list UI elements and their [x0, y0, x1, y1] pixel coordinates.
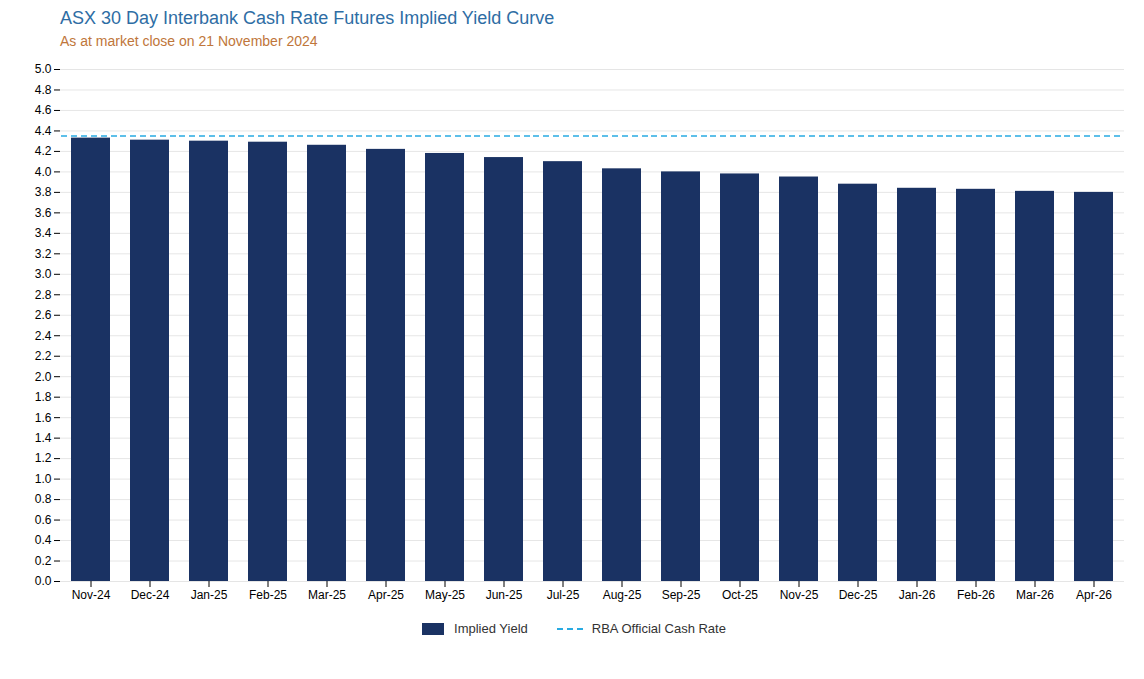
- svg-text:2.2: 2.2: [35, 349, 52, 363]
- svg-text:Feb-25: Feb-25: [249, 588, 287, 602]
- svg-text:Jun-25: Jun-25: [486, 588, 523, 602]
- svg-text:Dec-25: Dec-25: [839, 588, 878, 602]
- svg-text:Feb-26: Feb-26: [957, 588, 995, 602]
- svg-text:Mar-25: Mar-25: [308, 588, 346, 602]
- svg-text:4.8: 4.8: [35, 83, 52, 97]
- svg-text:2.8: 2.8: [35, 288, 52, 302]
- svg-text:Apr-25: Apr-25: [368, 588, 404, 602]
- svg-text:Sep-25: Sep-25: [662, 588, 701, 602]
- svg-text:Nov-24: Nov-24: [72, 588, 111, 602]
- svg-text:0.0: 0.0: [35, 574, 52, 588]
- svg-text:Mar-26: Mar-26: [1016, 588, 1054, 602]
- svg-text:Aug-25: Aug-25: [603, 588, 642, 602]
- svg-text:3.2: 3.2: [35, 247, 52, 261]
- html-text:RBA Official Cash Rate: RBA Official Cash Rate: [591, 621, 726, 636]
- svg-text:May-25: May-25: [425, 588, 465, 602]
- svg-text:Apr-26: Apr-26: [1076, 588, 1112, 602]
- svg-text:4.0: 4.0: [35, 165, 52, 179]
- svg-text:1.6: 1.6: [35, 411, 52, 425]
- svg-text:0.6: 0.6: [35, 513, 52, 527]
- svg-text:Dec-24: Dec-24: [131, 588, 170, 602]
- svg-text:Jul-25: Jul-25: [547, 588, 580, 602]
- svg-text:0.8: 0.8: [35, 492, 52, 506]
- html-text:ASX 30 Day Interbank Cash Rate: ASX 30 Day Interbank Cash Rate Futures I…: [60, 8, 555, 28]
- svg-text:3.6: 3.6: [35, 206, 52, 220]
- svg-text:1.0: 1.0: [35, 472, 52, 486]
- svg-text:0.2: 0.2: [35, 554, 52, 568]
- svg-text:2.6: 2.6: [35, 308, 52, 322]
- html-text:Implied Yield: Implied Yield: [454, 621, 528, 636]
- svg-text:Nov-25: Nov-25: [780, 588, 819, 602]
- svg-text:1.8: 1.8: [35, 390, 52, 404]
- svg-text:Oct-25: Oct-25: [722, 588, 758, 602]
- svg-text:1.2: 1.2: [35, 451, 52, 465]
- svg-text:3.4: 3.4: [35, 226, 52, 240]
- svg-text:0.4: 0.4: [35, 533, 52, 547]
- svg-text:4.4: 4.4: [35, 124, 52, 138]
- svg-text:4.2: 4.2: [35, 144, 52, 158]
- svg-text:1.4: 1.4: [35, 431, 52, 445]
- svg-text:4.6: 4.6: [35, 103, 52, 117]
- svg-text:3.8: 3.8: [35, 185, 52, 199]
- svg-text:3.0: 3.0: [35, 267, 52, 281]
- html-text:As at market close on 21 Novem: As at market close on 21 November 2024: [60, 33, 318, 49]
- svg-text:Jan-25: Jan-25: [191, 588, 228, 602]
- svg-text:Jan-26: Jan-26: [899, 588, 936, 602]
- svg-text:2.4: 2.4: [35, 329, 52, 343]
- svg-text:5.0: 5.0: [35, 62, 52, 76]
- svg-text:2.0: 2.0: [35, 370, 52, 384]
